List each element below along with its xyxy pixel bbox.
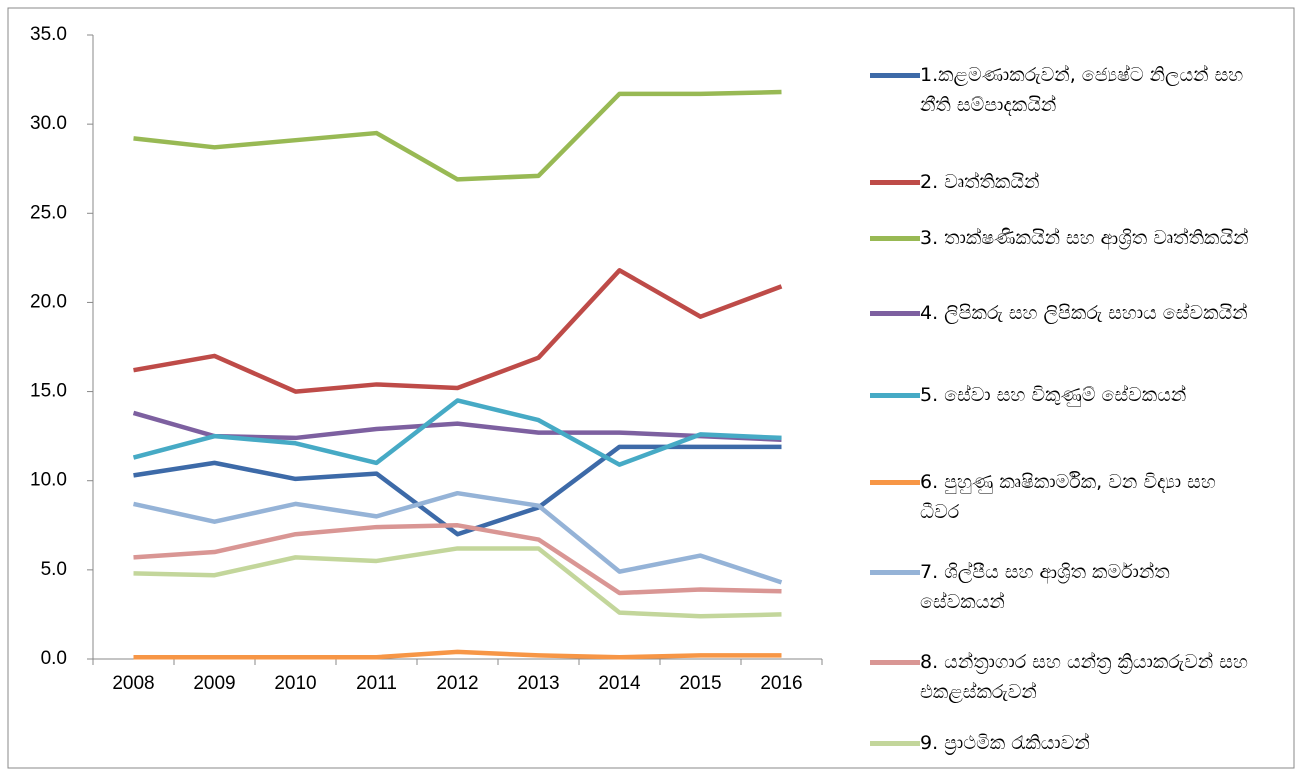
legend-item: 2. වෘත්තිකයින් <box>870 167 1270 197</box>
legend-swatch <box>870 73 920 78</box>
legend-item: 7. ශිල්පීය සහ ආශ්‍රිත කර්මාන්ත සේවකයන් <box>870 557 1270 617</box>
legend-label: 3. තාක්ෂණිකයින් සහ ආශ්‍රිත වෘත්තිකයින් <box>920 227 1249 249</box>
y-tick-label: 20.0 <box>30 291 67 312</box>
y-tick-label: 0.0 <box>41 648 67 669</box>
legend-label: 2. වෘත්තිකයින් <box>920 171 1040 193</box>
legend-label: 6. පුහුණු කෘෂිකාර්මික, වන විද්‍යා සහ ධීව… <box>920 471 1216 523</box>
legend-swatch <box>870 570 920 575</box>
legend-label: 9. ප්‍රාථමික රැකියාවන් <box>920 732 1090 754</box>
legend-swatch <box>870 180 920 185</box>
legend-label: 7. ශිල්පීය සහ ආශ්‍රිත කර්මාන්ත සේවකයන් <box>920 561 1170 613</box>
y-tick-label: 10.0 <box>30 470 67 491</box>
legend-swatch <box>870 660 920 665</box>
legend-label: 5. සේවා සහ විකුණුම් සේවකයන් <box>920 384 1187 406</box>
legend-swatch <box>870 236 920 241</box>
series-line <box>133 268 783 394</box>
x-tick-label: 2015 <box>679 673 721 694</box>
x-tick-label: 2008 <box>112 673 154 694</box>
x-tick-label: 2012 <box>436 673 478 694</box>
legend-item: 8. යන්ත්‍රාගාර සහ යන්ත්‍ර ක්‍රියාකරුවන් … <box>870 647 1270 707</box>
series-line <box>133 546 782 619</box>
series-line <box>133 649 782 660</box>
legend-swatch <box>870 393 920 398</box>
series-line <box>133 523 782 596</box>
y-tick-label: 5.0 <box>41 559 67 580</box>
legend-label: 4. ලිපිකරු සහ ලිපිකරු සහාය සේවකයින් <box>920 302 1248 324</box>
y-tick-label: 25.0 <box>30 202 67 223</box>
legend-swatch <box>870 480 920 485</box>
y-tick-label: 30.0 <box>30 113 67 134</box>
legend-item: 1.කළමණාකරුවන්, ජ්‍යෙෂ්ට නිලයන් සහ නීති ස… <box>870 60 1270 120</box>
x-tick-label: 2011 <box>356 673 397 694</box>
legend-item: 9. ප්‍රාථමික රැකියාවන් <box>870 728 1270 758</box>
x-tick-label: 2016 <box>760 673 802 694</box>
y-tick-label: 15.0 <box>30 381 67 402</box>
x-tick-label: 2009 <box>193 673 235 694</box>
x-tick-label: 2013 <box>517 673 559 694</box>
y-tick-label: 35.0 <box>30 24 67 45</box>
legend-swatch <box>870 741 920 746</box>
legend-swatch <box>870 311 920 316</box>
legend-item: 5. සේවා සහ විකුණුම් සේවකයන් <box>870 380 1270 410</box>
legend-item: 4. ලිපිකරු සහ ලිපිකරු සහාය සේවකයින් <box>870 298 1270 328</box>
legend-label: 8. යන්ත්‍රාගාර සහ යන්ත්‍ර ක්‍රියාකරුවන් … <box>920 651 1248 703</box>
legend-item: 6. පුහුණු කෘෂිකාර්මික, වන විද්‍යා සහ ධීව… <box>870 467 1270 527</box>
series-line <box>133 490 783 585</box>
series-line <box>132 398 782 467</box>
chart-border <box>7 7 1295 769</box>
x-tick-label: 2014 <box>598 673 641 694</box>
legend-item: 3. තාක්ෂණිකයින් සහ ආශ්‍රිත වෘත්තිකයින් <box>870 223 1270 253</box>
legend-label: 1.කළමණාකරුවන්, ජ්‍යෙෂ්ට නිලයන් සහ නීති ස… <box>920 64 1244 116</box>
x-tick-label: 2010 <box>274 673 316 694</box>
series-line <box>133 89 782 182</box>
